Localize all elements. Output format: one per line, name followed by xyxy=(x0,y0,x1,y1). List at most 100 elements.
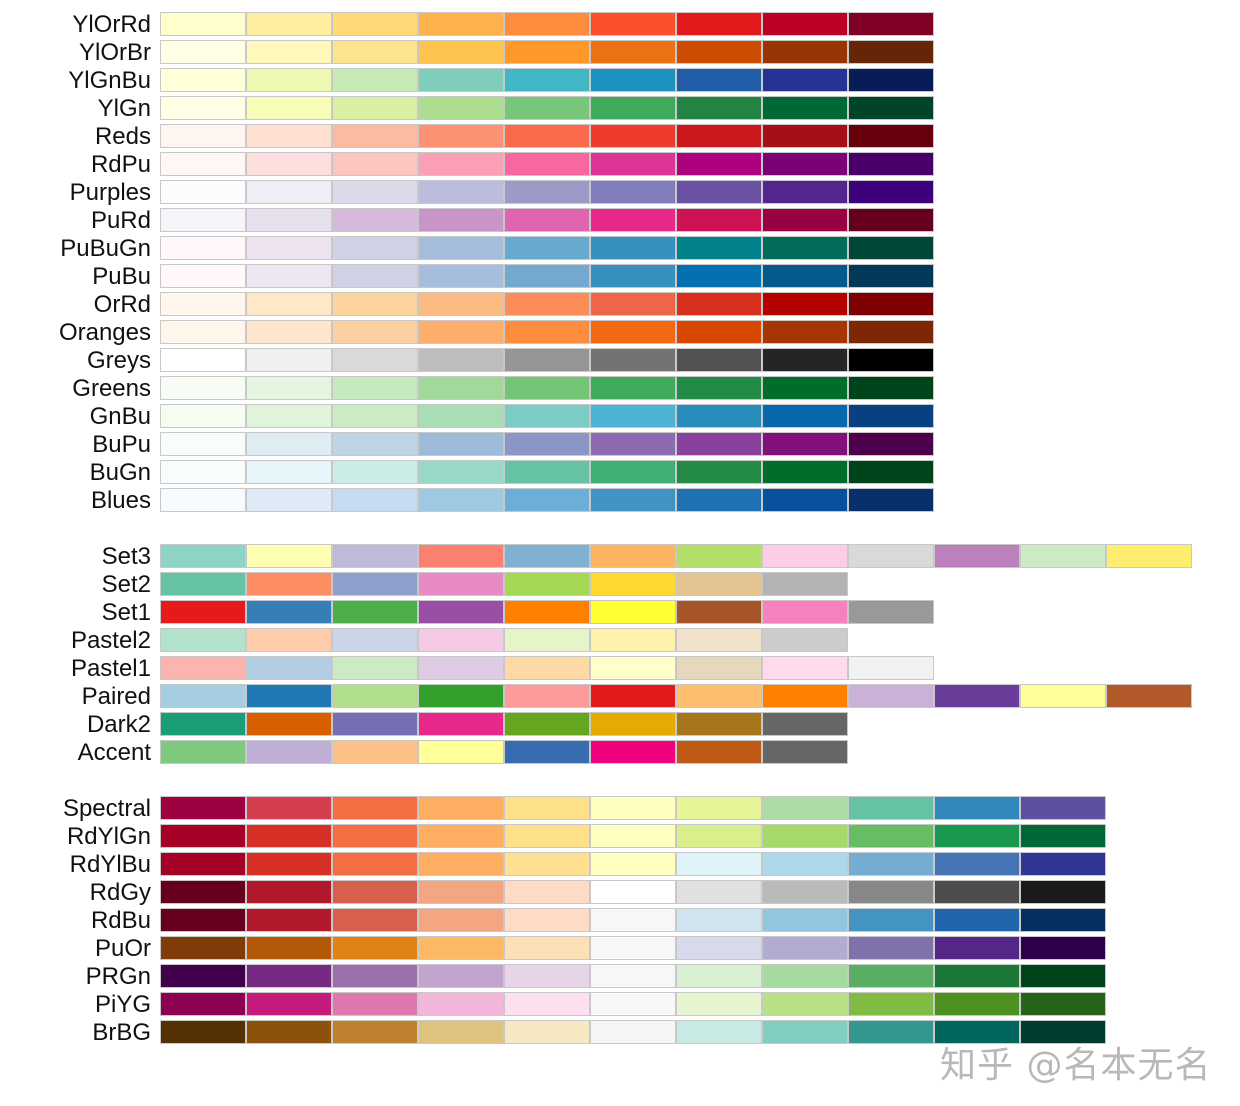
palette-label: PuRd xyxy=(90,207,151,234)
color-swatch xyxy=(160,572,246,596)
color-swatch xyxy=(848,488,934,512)
color-swatch xyxy=(590,264,676,288)
color-swatch xyxy=(848,908,934,932)
color-swatch xyxy=(504,40,590,64)
color-swatch xyxy=(762,432,848,456)
color-swatch xyxy=(332,40,418,64)
color-swatch xyxy=(590,180,676,204)
color-swatch xyxy=(332,740,418,764)
palette-label: Set2 xyxy=(101,571,151,598)
color-swatch xyxy=(848,320,934,344)
palette-label: Dark2 xyxy=(86,711,151,738)
color-swatch xyxy=(848,544,934,568)
palette-label: Paired xyxy=(81,683,151,710)
color-swatch xyxy=(762,376,848,400)
palette-label: BrBG xyxy=(92,1019,151,1046)
color-swatch xyxy=(418,180,504,204)
color-swatch xyxy=(160,712,246,736)
color-swatch xyxy=(590,712,676,736)
color-swatch xyxy=(332,544,418,568)
color-swatch xyxy=(504,264,590,288)
color-swatch xyxy=(160,264,246,288)
color-swatch xyxy=(332,460,418,484)
palette-label: PuOr xyxy=(94,935,151,962)
color-swatch xyxy=(676,432,762,456)
color-swatch xyxy=(160,152,246,176)
color-swatch xyxy=(590,852,676,876)
palette-label: PiYG xyxy=(94,991,151,1018)
color-swatch xyxy=(504,992,590,1016)
color-swatch xyxy=(332,180,418,204)
color-swatch xyxy=(848,180,934,204)
color-swatch xyxy=(504,852,590,876)
color-swatch xyxy=(762,96,848,120)
color-swatch xyxy=(590,404,676,428)
color-swatch xyxy=(848,124,934,148)
palette-label: RdBu xyxy=(90,907,151,934)
color-swatch xyxy=(160,740,246,764)
color-swatch xyxy=(676,684,762,708)
palette-label: RdPu xyxy=(90,151,151,178)
color-swatch xyxy=(762,656,848,680)
color-swatch xyxy=(934,992,1020,1016)
color-swatch xyxy=(848,292,934,316)
color-swatch xyxy=(504,376,590,400)
color-swatch xyxy=(762,740,848,764)
color-swatch xyxy=(848,376,934,400)
color-swatch xyxy=(762,544,848,568)
color-swatch xyxy=(762,404,848,428)
color-swatch xyxy=(676,628,762,652)
color-swatch xyxy=(246,180,332,204)
color-swatch xyxy=(504,460,590,484)
color-swatch xyxy=(418,628,504,652)
color-swatch xyxy=(504,740,590,764)
color-swatch xyxy=(1020,1020,1106,1044)
color-swatch xyxy=(934,964,1020,988)
color-swatch xyxy=(590,96,676,120)
color-swatch xyxy=(160,684,246,708)
color-swatch xyxy=(590,796,676,820)
palette-label: Purples xyxy=(69,179,151,206)
color-swatch xyxy=(160,852,246,876)
color-swatch xyxy=(762,12,848,36)
color-swatch xyxy=(1020,936,1106,960)
color-swatch xyxy=(246,796,332,820)
color-swatch xyxy=(676,40,762,64)
color-swatch xyxy=(418,236,504,260)
palette-label: Pastel1 xyxy=(70,655,151,682)
color-swatch xyxy=(676,572,762,596)
color-swatch xyxy=(160,1020,246,1044)
palette-label: PRGn xyxy=(85,963,151,990)
color-swatch xyxy=(246,348,332,372)
color-swatch xyxy=(160,404,246,428)
palette-label: PuBu xyxy=(92,263,151,290)
color-swatch xyxy=(246,1020,332,1044)
color-swatch xyxy=(160,908,246,932)
color-swatch xyxy=(848,432,934,456)
color-swatch xyxy=(762,992,848,1016)
color-swatch xyxy=(1020,908,1106,932)
color-swatch xyxy=(1020,964,1106,988)
color-swatch xyxy=(848,964,934,988)
color-swatch xyxy=(1020,852,1106,876)
color-swatch xyxy=(676,740,762,764)
color-swatch xyxy=(848,600,934,624)
color-swatch xyxy=(418,376,504,400)
color-swatch xyxy=(762,124,848,148)
color-swatch xyxy=(504,880,590,904)
color-swatch xyxy=(504,432,590,456)
color-swatch xyxy=(418,572,504,596)
color-swatch xyxy=(504,96,590,120)
palette-label: Accent xyxy=(77,739,151,766)
color-swatch xyxy=(762,40,848,64)
color-swatch xyxy=(246,852,332,876)
color-swatch xyxy=(590,964,676,988)
color-swatch xyxy=(332,964,418,988)
color-swatch xyxy=(418,852,504,876)
palette-label: YlOrBr xyxy=(79,39,151,66)
color-swatch xyxy=(504,544,590,568)
palette-label: Greys xyxy=(86,347,151,374)
color-swatch xyxy=(332,488,418,512)
color-swatch xyxy=(676,544,762,568)
color-swatch xyxy=(504,600,590,624)
